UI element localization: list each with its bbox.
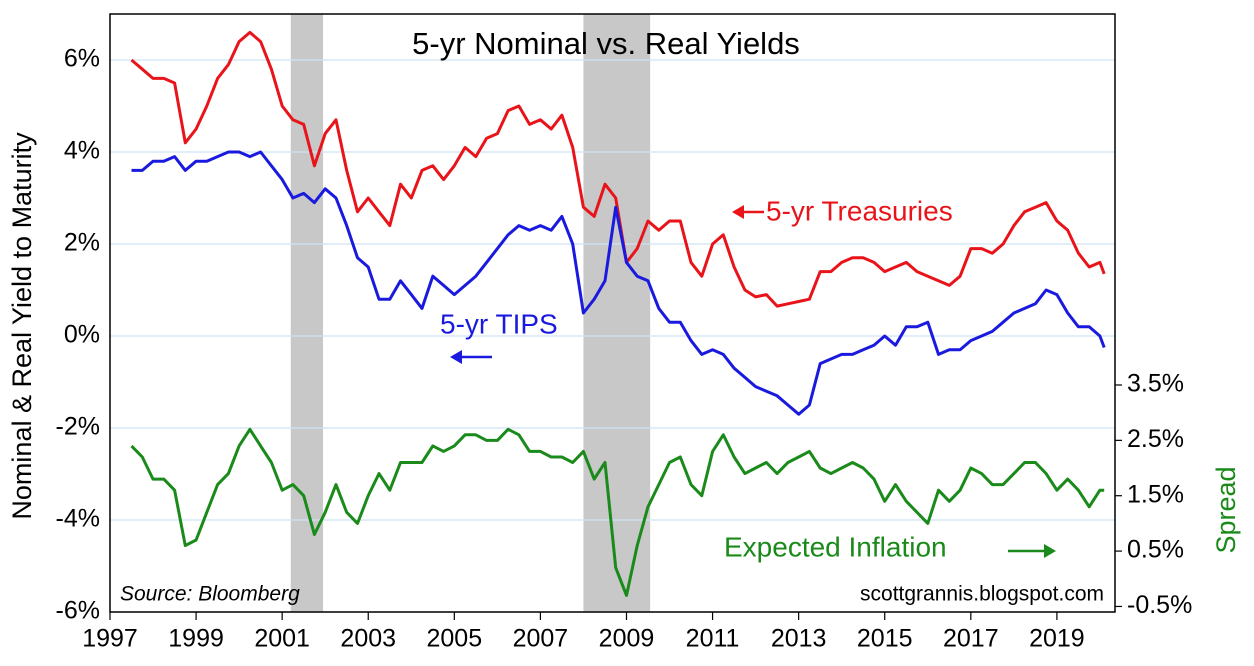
- data-line: [131, 150, 1106, 416]
- x-tick-label: 2001: [254, 625, 310, 653]
- credit-note: scottgrannis.blogspot.com: [860, 583, 1104, 606]
- y2-tick-label: 0.5%: [1127, 536, 1184, 564]
- y-tick-label: 0%: [64, 321, 100, 349]
- x-tick-label: 2011: [686, 625, 740, 653]
- shaded-period: [583, 14, 651, 612]
- x-tick-label: 2009: [599, 625, 655, 653]
- x-tick-label: 2013: [771, 625, 827, 653]
- x-tick-label: 2015: [857, 625, 913, 653]
- y2-tick-label: 1.5%: [1127, 480, 1184, 508]
- annotation: Expected Inflation: [724, 531, 947, 562]
- x-tick-label: 1999: [168, 625, 224, 653]
- y-axis-label: Nominal & Real Yield to Maturity: [7, 132, 37, 520]
- foreground-layer: 5-yr Nominal vs. Real Yields Nominal & R…: [7, 26, 1241, 605]
- annotation-arrow: [732, 205, 764, 219]
- background-layer: -6% -4% -2% 0% 2% 4% 6% -0.5% 0.5% 1.5% 2.5% 3.5% 19…: [56, 13, 1192, 653]
- x-tick-label: 2003: [340, 625, 396, 653]
- data-line: [130, 427, 1105, 597]
- y2-tick-label: -0.5%: [1127, 591, 1192, 619]
- annotation-arrow: [450, 350, 492, 364]
- annotation-arrow: [1008, 544, 1056, 558]
- source-note: Source: Bloomberg: [120, 583, 300, 606]
- y-tick-label: -4%: [56, 505, 100, 533]
- shaded-period: [290, 14, 324, 612]
- y-tick-label: -6%: [56, 597, 100, 625]
- x-tick-label: 2017: [943, 625, 999, 653]
- y-tick-label: 2%: [64, 229, 100, 257]
- plot-frame: [109, 13, 1116, 613]
- y2-tick-label: 3.5%: [1127, 370, 1184, 398]
- x-tick-label: 2005: [427, 625, 483, 653]
- y-tick-label: 4%: [64, 137, 100, 165]
- y-tick-label: 6%: [64, 45, 100, 73]
- chart-title: 5-yr Nominal vs. Real Yields: [412, 26, 800, 61]
- annotation: 5-yr TIPS: [440, 308, 558, 339]
- x-tick-label: 1997: [82, 625, 138, 653]
- y-tick-label: -2%: [56, 413, 100, 441]
- annotation: 5-yr Treasuries: [766, 195, 953, 226]
- x-tick-label: 2019: [1029, 625, 1085, 653]
- y2-axis-label: Spread: [1211, 466, 1241, 553]
- y2-tick-label: 2.5%: [1127, 425, 1184, 453]
- x-tick-label: 2007: [513, 625, 569, 653]
